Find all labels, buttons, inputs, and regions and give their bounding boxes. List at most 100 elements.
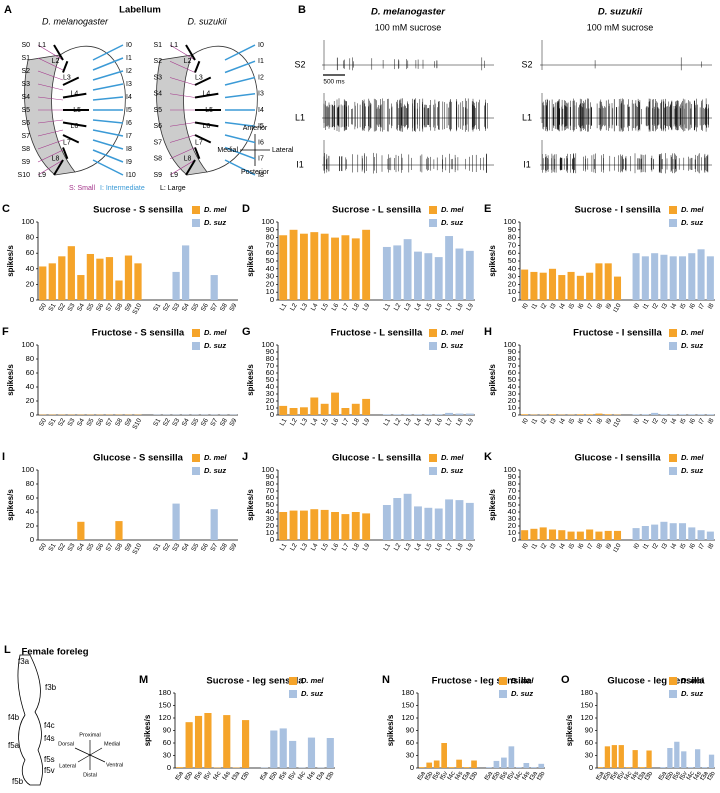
y-axis-label: spikes/s (565, 714, 574, 746)
bar (568, 532, 575, 540)
x-tick-label: f5a (259, 770, 270, 782)
y-tick-label: 100 (261, 340, 274, 349)
bar (39, 266, 46, 300)
bar (300, 511, 308, 540)
x-tick-label: S5 (86, 417, 96, 428)
bar (698, 530, 705, 540)
bar (660, 255, 667, 300)
sensillum (93, 160, 123, 175)
x-tick-label: S8 (114, 417, 124, 428)
y-tick-label: 50 (266, 256, 274, 265)
bar (549, 530, 556, 541)
bar (651, 525, 658, 540)
legend-label: D. suz (681, 689, 703, 698)
legend-label: D. mel (681, 328, 704, 337)
bar (698, 249, 705, 300)
y-tick-label: 100 (503, 340, 516, 349)
sensillum-label: L5 (205, 107, 213, 114)
x-tick-label: S7 (209, 542, 219, 553)
legend-label: D. mel (301, 676, 324, 685)
legend-swatch (669, 677, 677, 685)
panel-letter: D (242, 203, 250, 215)
y-axis-label: spikes/s (6, 489, 15, 521)
bar (393, 498, 401, 540)
x-tick-label: I7 (698, 542, 707, 551)
bar (362, 399, 370, 415)
x-tick-label: I0 (633, 302, 642, 311)
sensillum-label: S3 (21, 81, 30, 88)
sensillum-label: L1 (170, 42, 178, 49)
legend-label: D. mel (681, 453, 704, 462)
bar (464, 767, 470, 768)
y-tick-label: 120 (158, 713, 171, 722)
sensillum-label: L9 (170, 172, 178, 179)
chart-title: Fructose - L sensilla (331, 328, 423, 339)
x-tick-label: I5 (679, 417, 688, 426)
bar (445, 499, 453, 540)
y-axis-label: spikes/s (246, 364, 255, 396)
bar (77, 275, 84, 300)
sensillum-label: S4 (153, 91, 162, 98)
x-tick-label: L8 (455, 302, 465, 312)
y-tick-label: 50 (508, 256, 516, 265)
sensillum-label: L3 (195, 74, 203, 81)
trace-label: S2 (521, 59, 532, 69)
bar (106, 257, 113, 300)
panel-letter: A (4, 4, 12, 16)
panel-letter: E (484, 203, 491, 215)
sensillum-label: I3 (258, 91, 264, 98)
bar (605, 263, 612, 300)
x-tick-label: L9 (362, 542, 372, 552)
leg-label: f5b (12, 777, 24, 786)
bar (688, 253, 695, 300)
bar (695, 749, 700, 768)
x-tick-label: S0 (38, 417, 48, 428)
bar (660, 767, 665, 768)
x-tick-label: S7 (209, 417, 219, 428)
legend-swatch (669, 467, 677, 475)
bar (352, 404, 360, 415)
x-tick-label: S2 (162, 542, 172, 553)
bar (670, 256, 677, 300)
species-label: D. suzukii (598, 7, 643, 18)
y-tick-label: 90 (406, 725, 414, 734)
bar (707, 256, 714, 300)
bar (523, 763, 529, 768)
legend-swatch (192, 467, 200, 475)
panel-letter: N (382, 674, 390, 686)
y-tick-label: 20 (508, 279, 516, 288)
bar (414, 252, 422, 300)
sensillum-label: L4 (71, 91, 79, 98)
sensillum-label: L8 (52, 156, 60, 163)
x-tick-label: S3 (67, 302, 77, 313)
y-tick-label: 80 (26, 479, 34, 488)
x-tick-label: I5 (568, 417, 577, 426)
trace (540, 93, 712, 132)
y-tick-label: 180 (580, 688, 593, 697)
bar (667, 748, 672, 768)
x-tick-label: S5 (86, 302, 96, 313)
bar (362, 513, 370, 540)
bar (68, 246, 75, 300)
bar (679, 256, 686, 300)
y-axis-label: spikes/s (488, 364, 497, 396)
x-tick-label: L5 (320, 417, 330, 427)
x-tick-label: I6 (577, 542, 586, 551)
x-tick-label: S6 (95, 542, 105, 553)
compass (240, 134, 270, 166)
x-tick-label: L9 (362, 302, 372, 312)
x-tick-label: I0 (521, 542, 530, 551)
legend-swatch (669, 219, 677, 227)
y-tick-label: 60 (163, 738, 171, 747)
bar (605, 746, 610, 768)
y-axis-label: spikes/s (246, 245, 255, 277)
x-tick-label: S1 (152, 302, 162, 313)
x-tick-label: L9 (465, 302, 475, 312)
bar (605, 414, 612, 415)
chart-title: Glucose - I sensilla (574, 453, 661, 464)
y-tick-label: 60 (508, 248, 516, 257)
y-tick-label: 90 (585, 725, 593, 734)
leg-label: f4c (44, 721, 55, 730)
trace (540, 140, 712, 173)
bar (172, 272, 179, 300)
